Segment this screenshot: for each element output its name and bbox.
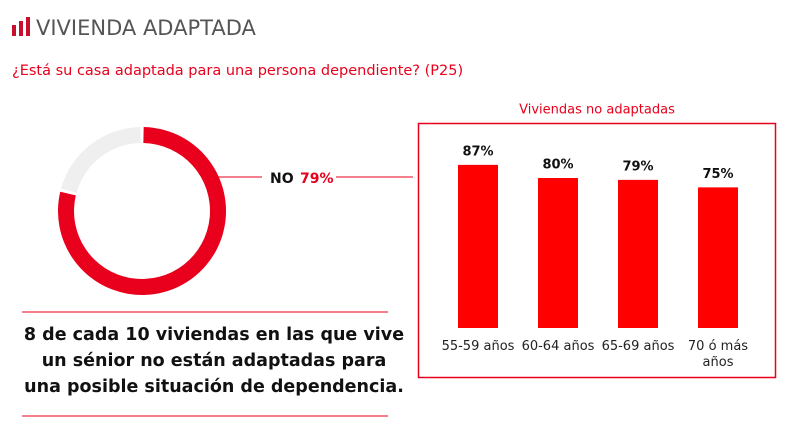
logo-bar — [12, 25, 16, 36]
x-tick-label: 70 ó más años — [687, 339, 749, 370]
x-tick-label: 55-59 años — [441, 339, 515, 354]
statement: 8 de cada 10 viviendas en las que vive u… — [23, 325, 405, 397]
page-title: VIVIENDA ADAPTADA — [36, 16, 256, 40]
segment-label: NO — [270, 171, 294, 187]
segment-value: 79% — [300, 171, 334, 187]
x-tick-label: 65-69 años — [601, 339, 675, 354]
x-tick-label: 60-64 años — [521, 339, 595, 354]
bar-panel — [417, 122, 777, 379]
value-label: 79% — [622, 159, 653, 174]
value-label: 87% — [462, 144, 493, 159]
logo-bar — [19, 21, 23, 36]
question: ¿Está su casa adaptada para una persona … — [12, 63, 463, 79]
value-label: 75% — [702, 167, 733, 182]
bar — [618, 179, 658, 328]
bar — [698, 187, 738, 328]
bar — [458, 164, 498, 328]
bar — [538, 178, 578, 328]
value-label: 80% — [542, 158, 573, 173]
panel-title: Viviendas no adaptadas — [519, 103, 675, 118]
donut-segment — [61, 127, 141, 193]
logo-bar — [26, 17, 30, 36]
